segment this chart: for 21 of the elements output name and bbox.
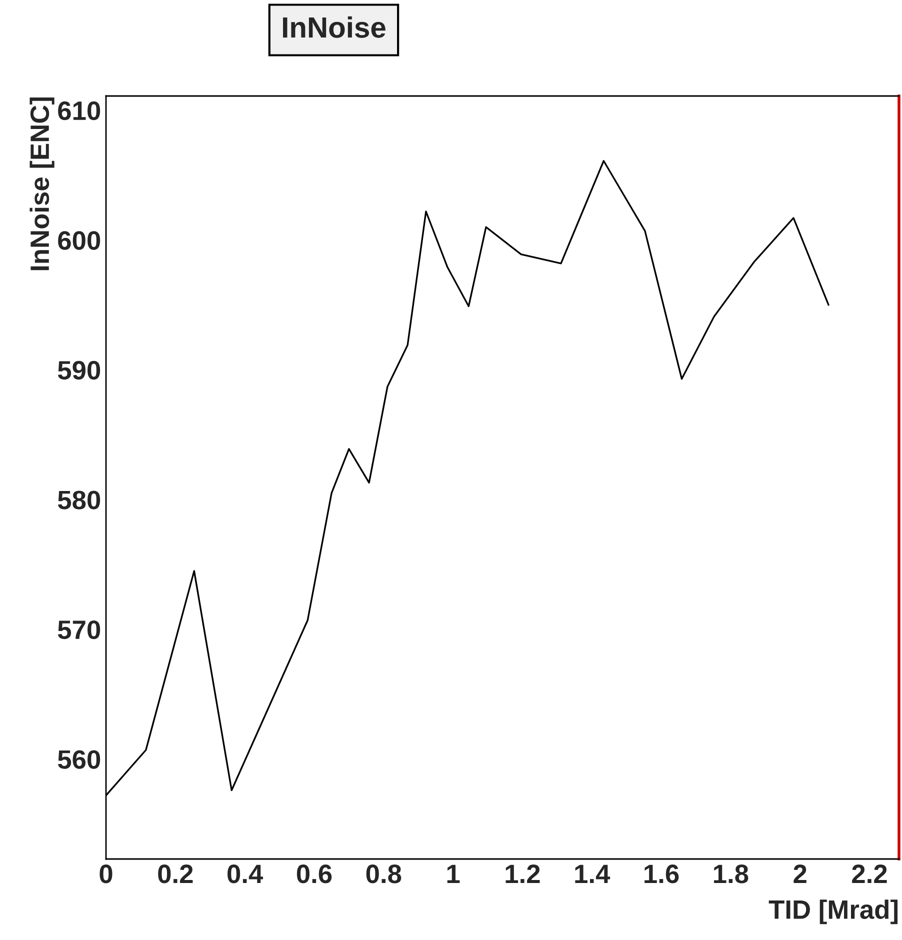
y-tick-label: 610 <box>58 101 100 120</box>
x-tick-label: 2.2 <box>852 864 887 883</box>
x-tick-label: 0.8 <box>366 864 402 884</box>
x-tick-label: 1.4 <box>575 864 610 883</box>
y-tick-label: 580 <box>58 490 100 510</box>
x-tick-label: 1.6 <box>644 864 679 884</box>
y-tick-label: 570 <box>58 620 100 640</box>
y-tick-label: 600 <box>58 231 100 250</box>
x-tick-label: 0.6 <box>296 864 332 884</box>
chart-title: InNoise <box>283 16 386 38</box>
x-tick-label: 2 <box>794 864 806 883</box>
x-tick-label: 1 <box>447 864 460 883</box>
y-tick-label: 560 <box>58 750 100 769</box>
x-tick-label: 1.2 <box>506 864 540 883</box>
x-tick-label: 1.8 <box>714 864 748 884</box>
y-axis-title: InNoise [ENC] <box>30 97 54 270</box>
x-tick-label: 0.4 <box>228 864 264 884</box>
x-tick-label: 0 <box>100 864 112 884</box>
x-axis-title: TID [Mrad] <box>768 900 898 924</box>
y-tick-label: 590 <box>58 360 100 380</box>
x-tick-label: 0.2 <box>158 864 193 884</box>
